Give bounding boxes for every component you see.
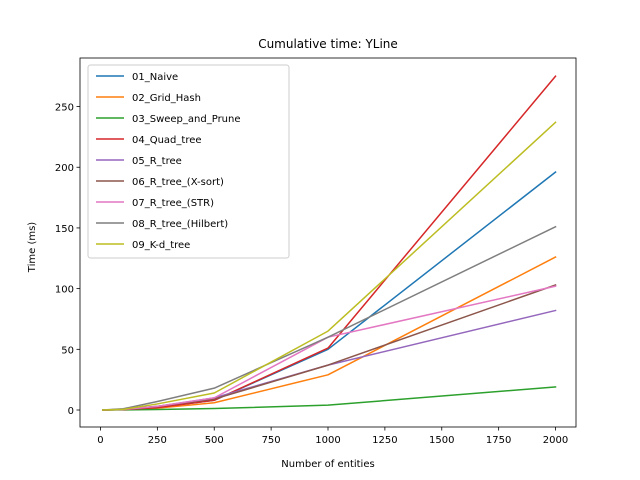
x-tick-label: 250 (148, 435, 167, 446)
series-line (101, 121, 557, 411)
x-axis: 0 250 500 750 1000 1250 1500 1750 2000 (97, 427, 568, 446)
x-tick-label: 1750 (486, 435, 511, 446)
legend-label: 06_R_tree_(X-sort) (132, 177, 224, 188)
y-axis-label: Time (ms) (27, 222, 38, 274)
legend-label: 07_R_tree_(STR) (132, 198, 214, 209)
legend-label: 09_K-d_tree (132, 240, 190, 251)
y-tick-label: 50 (61, 345, 74, 356)
legend-label: 01_Naive (132, 72, 178, 83)
x-tick-label: 500 (205, 435, 224, 446)
y-tick-label: 200 (55, 163, 74, 174)
x-tick-label: 1250 (372, 435, 397, 446)
x-tick-label: 1000 (315, 435, 340, 446)
x-tick-label: 2000 (543, 435, 568, 446)
y-tick-label: 150 (55, 224, 74, 235)
chart-title: Cumulative time: YLine (258, 37, 398, 51)
x-tick-label: 750 (262, 435, 281, 446)
x-axis-label: Number of entities (281, 459, 374, 470)
legend: 01_Naive 02_Grid_Hash 03_Sweep_and_Prune 04… (87, 64, 290, 259)
legend-label: 02_Grid_Hash (132, 93, 201, 104)
y-axis: 0 50 100 150 200 250 (55, 103, 80, 417)
legend-label: 05_R_tree (132, 156, 182, 167)
x-tick-label: 0 (97, 435, 103, 446)
y-tick-label: 0 (68, 406, 74, 417)
legend-box (87, 64, 290, 259)
x-tick-label: 1500 (429, 435, 454, 446)
y-tick-label: 100 (55, 285, 74, 296)
legend-label: 08_R_tree_(Hilbert) (132, 219, 228, 230)
plot-area (101, 75, 557, 411)
legend-label: 03_Sweep_and_Prune (132, 114, 241, 125)
legend-label: 04_Quad_tree (132, 135, 202, 146)
y-tick-label: 250 (55, 103, 74, 114)
